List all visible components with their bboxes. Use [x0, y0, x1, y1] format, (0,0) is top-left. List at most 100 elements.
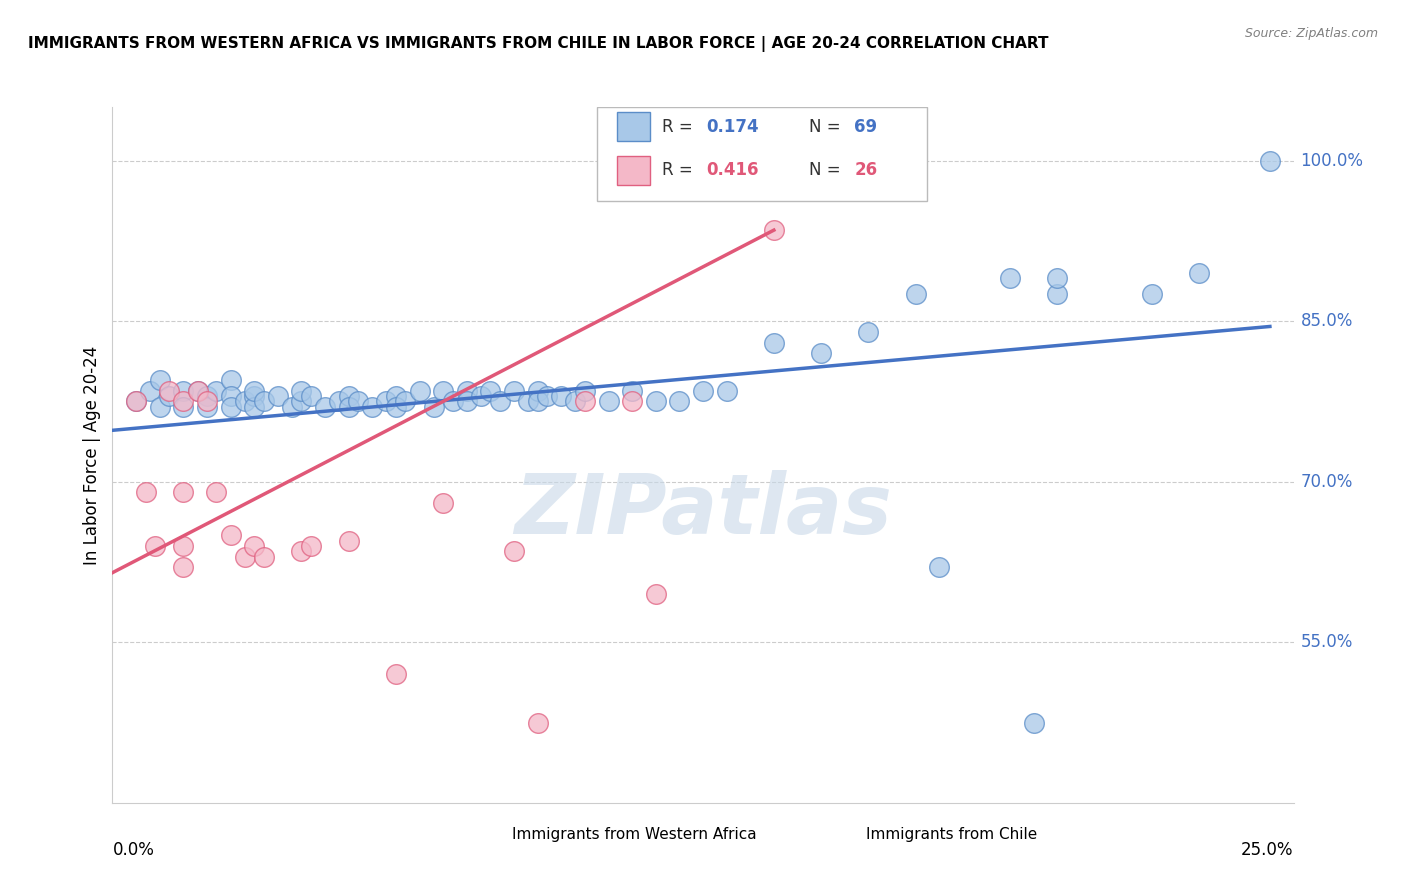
Point [290, 384, 312, 398]
Point [139, 384, 162, 398]
Point [328, 394, 350, 409]
Point [219, 400, 242, 414]
Y-axis label: In Labor Force | Age 20-24: In Labor Force | Age 20-24 [83, 345, 101, 565]
Point [281, 400, 304, 414]
Point [928, 560, 950, 574]
Point [385, 389, 408, 403]
Point [195, 400, 218, 414]
Point [644, 394, 666, 409]
Point [385, 400, 408, 414]
Text: 55.0%: 55.0% [1301, 633, 1353, 651]
Point [205, 384, 228, 398]
Text: N =: N = [810, 118, 846, 136]
Point [219, 389, 242, 403]
Point [314, 400, 336, 414]
Point [904, 287, 927, 301]
Point [432, 384, 454, 398]
Text: 0.0%: 0.0% [112, 841, 155, 859]
Point [441, 394, 464, 409]
Point [195, 394, 218, 409]
FancyBboxPatch shape [617, 112, 650, 142]
Point [456, 384, 478, 398]
Point [172, 539, 194, 553]
Point [598, 394, 620, 409]
Point [998, 271, 1021, 285]
Point [644, 587, 666, 601]
Point [219, 528, 242, 542]
Point [125, 394, 148, 409]
Point [186, 384, 208, 398]
Point [125, 394, 148, 409]
Point [621, 394, 644, 409]
Text: N =: N = [810, 161, 846, 179]
Point [233, 549, 256, 564]
Point [526, 715, 548, 730]
Point [290, 544, 312, 558]
Point [536, 389, 558, 403]
Point [517, 394, 540, 409]
Text: Source: ZipAtlas.com: Source: ZipAtlas.com [1244, 27, 1378, 40]
Point [489, 394, 512, 409]
Point [299, 389, 322, 403]
Point [172, 400, 194, 414]
Point [290, 394, 312, 409]
Point [375, 394, 398, 409]
Text: R =: R = [662, 118, 697, 136]
Text: 85.0%: 85.0% [1301, 312, 1353, 330]
Point [219, 373, 242, 387]
Point [143, 539, 166, 553]
Text: 0.174: 0.174 [707, 118, 759, 136]
Point [422, 400, 444, 414]
Point [526, 394, 548, 409]
Point [692, 384, 714, 398]
Point [564, 394, 586, 409]
Text: Immigrants from Chile: Immigrants from Chile [866, 827, 1038, 842]
Point [243, 400, 266, 414]
Point [1046, 271, 1069, 285]
Point [550, 389, 572, 403]
Point [1046, 287, 1069, 301]
Point [432, 496, 454, 510]
Point [574, 384, 596, 398]
Point [149, 400, 172, 414]
Point [1188, 266, 1211, 280]
Text: 70.0%: 70.0% [1301, 473, 1353, 491]
Point [157, 389, 180, 403]
Point [337, 389, 360, 403]
Point [337, 533, 360, 548]
Point [470, 389, 492, 403]
Point [149, 373, 172, 387]
Point [347, 394, 370, 409]
Point [253, 394, 276, 409]
Point [668, 394, 690, 409]
Point [503, 544, 526, 558]
Point [172, 394, 194, 409]
Point [172, 560, 194, 574]
Point [243, 389, 266, 403]
Point [1140, 287, 1163, 301]
Point [361, 400, 384, 414]
Point [172, 384, 194, 398]
Point [716, 384, 738, 398]
Point [1022, 715, 1045, 730]
Text: 0.416: 0.416 [707, 161, 759, 179]
Text: Immigrants from Western Africa: Immigrants from Western Africa [512, 827, 756, 842]
Point [172, 485, 194, 500]
FancyBboxPatch shape [821, 823, 856, 845]
Text: 100.0%: 100.0% [1301, 152, 1364, 169]
Point [456, 394, 478, 409]
Point [810, 346, 832, 360]
Point [233, 394, 256, 409]
Point [394, 394, 416, 409]
Point [479, 384, 502, 398]
Point [195, 389, 218, 403]
Point [253, 549, 276, 564]
Point [385, 667, 408, 681]
Text: IMMIGRANTS FROM WESTERN AFRICA VS IMMIGRANTS FROM CHILE IN LABOR FORCE | AGE 20-: IMMIGRANTS FROM WESTERN AFRICA VS IMMIGR… [28, 36, 1049, 52]
Point [762, 223, 785, 237]
Text: R =: R = [662, 161, 697, 179]
Text: 25.0%: 25.0% [1241, 841, 1294, 859]
Text: 69: 69 [855, 118, 877, 136]
Point [243, 384, 266, 398]
FancyBboxPatch shape [467, 823, 502, 845]
